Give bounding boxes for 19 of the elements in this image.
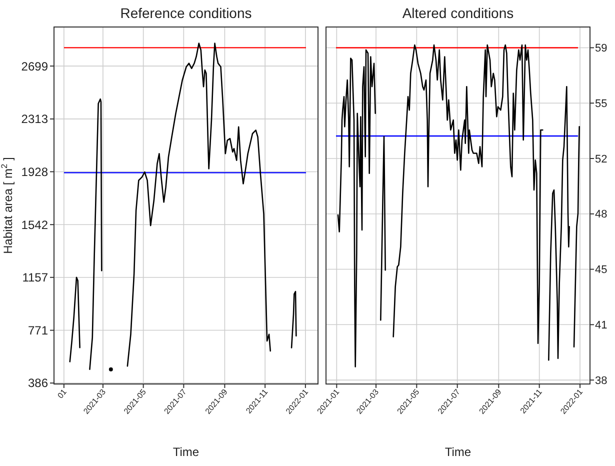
y-tick-label: 1542 [21, 218, 48, 232]
y2-tick-label: 52 [595, 153, 608, 166]
y2-tick-label: 48 [595, 208, 608, 221]
x-axis-title: Time [444, 445, 472, 459]
y2-tick-label: 55 [595, 98, 608, 110]
y-tick-label: 1928 [21, 164, 48, 179]
y-tick-label: 1157 [22, 270, 48, 285]
y-tick-label: 771 [28, 323, 48, 338]
y-tick-label: 386 [28, 376, 48, 390]
y2-tick-label: 45 [595, 264, 608, 276]
chart-title: Reference conditions [120, 5, 252, 21]
y-tick-label: 2699 [21, 59, 48, 74]
y2-tick-label: 38 [595, 374, 608, 387]
x-axis-title: Time [172, 445, 200, 459]
chart-title: Altered conditions [402, 5, 514, 21]
x-tick-label: 01 [56, 387, 69, 400]
y2-tick-label: 41 [595, 320, 608, 332]
y-tick-label: 2313 [21, 112, 48, 126]
y2-tick-label: 59 [595, 42, 608, 55]
